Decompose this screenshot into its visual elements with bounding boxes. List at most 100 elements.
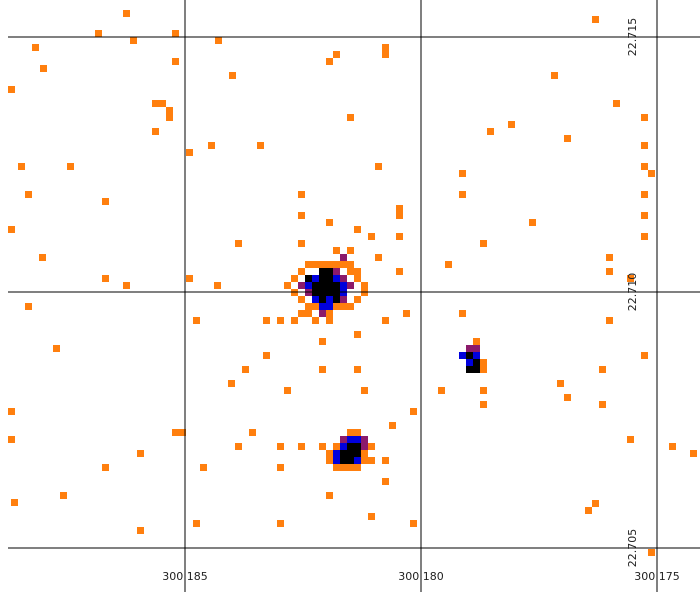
noise-pixel bbox=[459, 170, 466, 177]
source-pixel-peak bbox=[347, 450, 354, 457]
noise-pixel bbox=[396, 212, 403, 219]
source-pixel-mid bbox=[361, 436, 368, 443]
ra-label-1: 300.180 bbox=[398, 570, 444, 583]
noise-pixel bbox=[641, 191, 648, 198]
source-pixel-peak bbox=[340, 457, 347, 464]
noise-pixel bbox=[8, 408, 15, 415]
source-pixel-peak bbox=[305, 275, 312, 282]
noise-pixel bbox=[53, 345, 60, 352]
source-pixel-outer bbox=[354, 464, 361, 471]
source-pixel-outer bbox=[333, 443, 340, 450]
noise-pixel bbox=[263, 317, 270, 324]
source-pixel-peak bbox=[319, 268, 326, 275]
noise-pixel bbox=[599, 366, 606, 373]
source-pixel-outer bbox=[298, 310, 305, 317]
source-pixel-peak bbox=[312, 282, 319, 289]
noise-pixel bbox=[564, 135, 571, 142]
source-pixel-high bbox=[354, 457, 361, 464]
source-pixel-mid bbox=[473, 345, 480, 352]
source-pixel-peak bbox=[347, 457, 354, 464]
source-pixel-high bbox=[466, 359, 473, 366]
noise-pixel bbox=[32, 44, 39, 51]
noise-pixel bbox=[326, 219, 333, 226]
source-pixel-outer bbox=[354, 296, 361, 303]
noise-pixel bbox=[410, 520, 417, 527]
noise-pixel bbox=[641, 352, 648, 359]
noise-pixel bbox=[529, 219, 536, 226]
source-pixel-high bbox=[333, 275, 340, 282]
noise-pixel bbox=[200, 464, 207, 471]
source-pixel-outer bbox=[326, 450, 333, 457]
source-pixel-high bbox=[305, 282, 312, 289]
noise-pixel bbox=[123, 10, 130, 17]
source-pixel-outer bbox=[361, 450, 368, 457]
noise-pixel bbox=[382, 51, 389, 58]
source-pixel-outer bbox=[326, 310, 333, 317]
ra-label-2: 300.175 bbox=[634, 570, 680, 583]
noise-pixel bbox=[186, 149, 193, 156]
noise-pixel bbox=[641, 163, 648, 170]
source-pixel-outer bbox=[319, 261, 326, 268]
source-pixel-outer bbox=[340, 303, 347, 310]
noise-pixel bbox=[627, 436, 634, 443]
source-pixel-outer bbox=[354, 268, 361, 275]
noise-pixel bbox=[8, 86, 15, 93]
noise-pixel bbox=[648, 170, 655, 177]
source-pixel-high bbox=[340, 443, 347, 450]
source-pixel-outer bbox=[340, 464, 347, 471]
noise-pixel bbox=[249, 429, 256, 436]
noise-pixel bbox=[333, 51, 340, 58]
noise-pixel bbox=[459, 310, 466, 317]
noise-pixel bbox=[193, 520, 200, 527]
noise-pixel bbox=[137, 527, 144, 534]
source-pixel-high bbox=[347, 436, 354, 443]
source-pixel-peak bbox=[473, 366, 480, 373]
source-pixel-outer bbox=[347, 464, 354, 471]
noise-pixel bbox=[319, 366, 326, 373]
source-pixel-outer bbox=[354, 275, 361, 282]
source-pixel-outer bbox=[312, 303, 319, 310]
noise-pixel bbox=[102, 275, 109, 282]
noise-pixel bbox=[599, 401, 606, 408]
noise-pixel bbox=[438, 387, 445, 394]
noise-pixel bbox=[137, 450, 144, 457]
noise-pixel bbox=[130, 37, 137, 44]
source-pixel-peak bbox=[466, 352, 473, 359]
source-pixel-peak bbox=[333, 296, 340, 303]
source-pixel-mid bbox=[361, 443, 368, 450]
source-pixel-high bbox=[333, 457, 340, 464]
noise-pixel bbox=[228, 380, 235, 387]
noise-pixel bbox=[361, 387, 368, 394]
source-pixel-peak bbox=[319, 275, 326, 282]
noise-pixel bbox=[641, 142, 648, 149]
noise-pixel bbox=[641, 114, 648, 121]
source-pixel-high bbox=[326, 303, 333, 310]
noise-pixel bbox=[480, 401, 487, 408]
source-pixel-outer bbox=[347, 268, 354, 275]
noise-pixel bbox=[396, 233, 403, 240]
noise-pixel bbox=[193, 317, 200, 324]
noise-pixel bbox=[25, 191, 32, 198]
source-pixel-outer bbox=[333, 303, 340, 310]
noise-pixel bbox=[354, 331, 361, 338]
noise-pixel bbox=[564, 394, 571, 401]
noise-pixel bbox=[242, 366, 249, 373]
noise-pixel bbox=[382, 457, 389, 464]
source-pixel-outer bbox=[291, 317, 298, 324]
noise-pixel bbox=[172, 30, 179, 37]
noise-pixel bbox=[445, 261, 452, 268]
noise-pixel bbox=[613, 100, 620, 107]
source-pixel-outer bbox=[473, 338, 480, 345]
noise-pixel bbox=[152, 100, 159, 107]
noise-pixel bbox=[235, 240, 242, 247]
noise-pixel bbox=[557, 380, 564, 387]
source-pixel-high bbox=[473, 352, 480, 359]
noise-pixel bbox=[95, 30, 102, 37]
ra-label-0: 300.185 bbox=[162, 570, 208, 583]
noise-pixel bbox=[333, 247, 340, 254]
source-pixel-mid bbox=[340, 254, 347, 261]
noise-pixel bbox=[396, 205, 403, 212]
noise-pixel bbox=[235, 443, 242, 450]
grid-lines bbox=[8, 0, 700, 592]
